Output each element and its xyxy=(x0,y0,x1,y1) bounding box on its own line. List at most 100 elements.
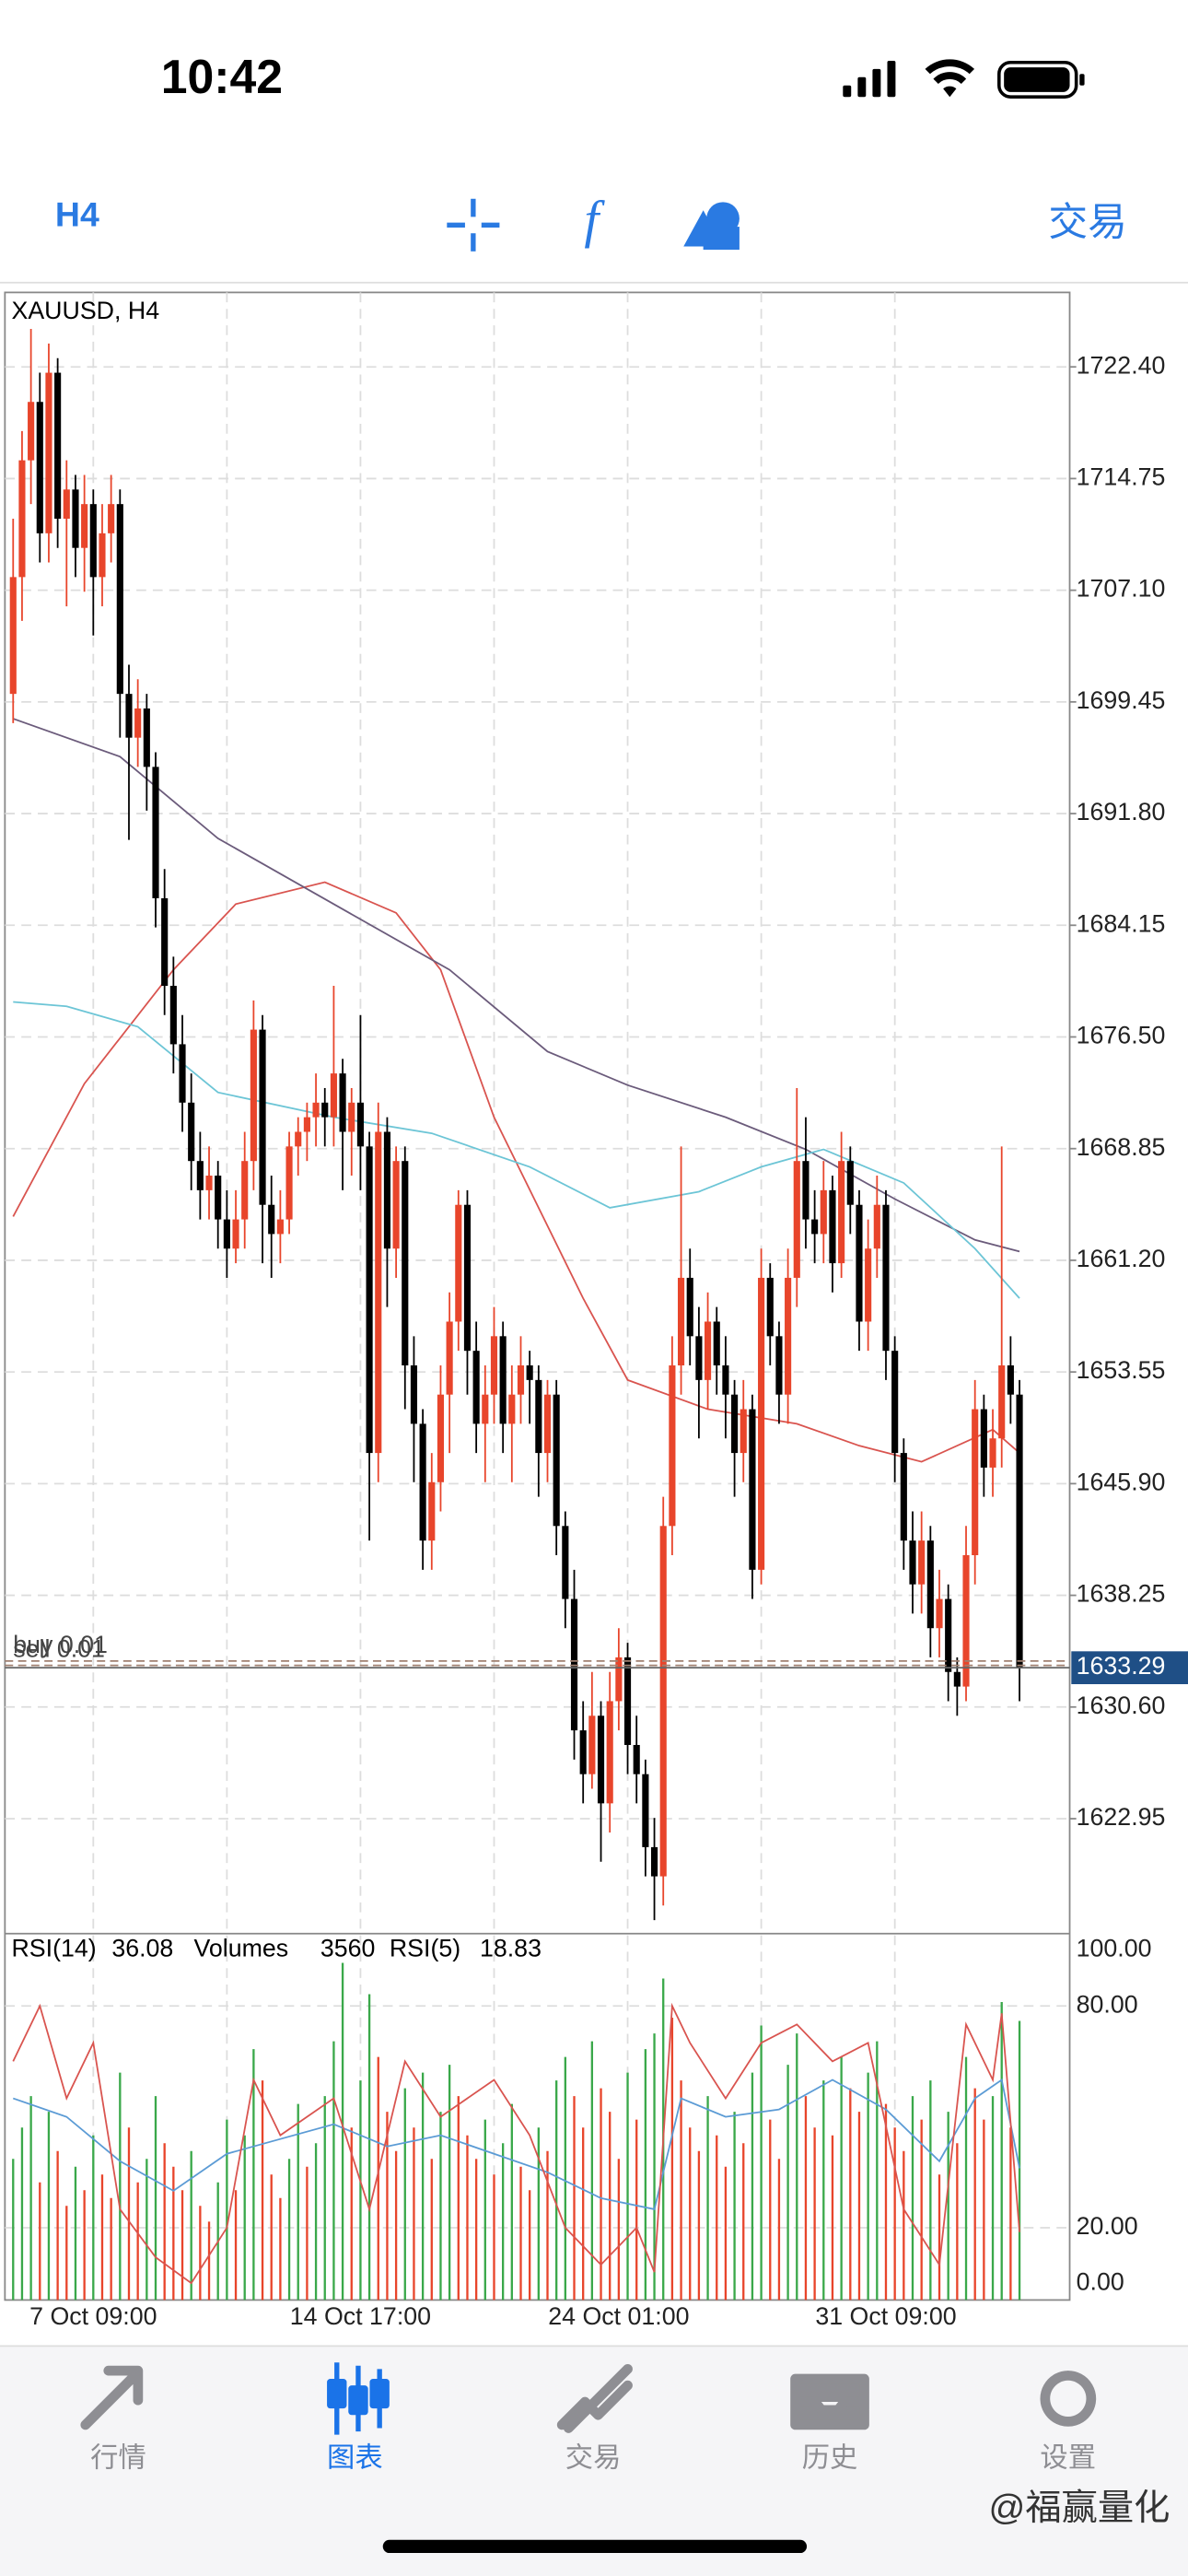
y-tick-label: 1622.95 xyxy=(1077,1803,1166,1831)
candle-body xyxy=(785,1277,792,1395)
candle-body xyxy=(811,1219,819,1235)
indicator-tick-label: 80.00 xyxy=(1077,1990,1138,2018)
tab-icon xyxy=(80,2365,144,2430)
indicator-header: RSI(14) 36.08 Volumes 3560 RSI(5) 18.83 xyxy=(11,1935,541,1962)
crosshair-button[interactable] xyxy=(447,198,500,252)
candle-body xyxy=(526,1365,533,1380)
tab-icon xyxy=(790,2373,869,2430)
candle-body xyxy=(490,1336,498,1395)
candle-body xyxy=(169,986,177,1045)
candle-body xyxy=(463,1204,472,1352)
candle-body xyxy=(722,1365,729,1395)
tab[interactable]: 行情 xyxy=(80,2365,146,2473)
candle-body xyxy=(775,1336,783,1395)
indicator-tick-label: 0.00 xyxy=(1077,2268,1124,2296)
tab[interactable]: 历史 xyxy=(790,2373,869,2473)
candle-body xyxy=(312,1102,320,1118)
candle-body xyxy=(54,372,62,520)
tab-label: 行情 xyxy=(90,2441,146,2473)
candle-body xyxy=(856,1204,863,1322)
indicator-tick-label: 20.00 xyxy=(1077,2212,1138,2240)
candle-body xyxy=(508,1394,516,1424)
candle-body xyxy=(143,708,150,767)
candle-body xyxy=(259,1029,266,1205)
objects-button[interactable] xyxy=(683,202,740,251)
candle-body xyxy=(802,1161,809,1220)
y-tick-label: 1699.45 xyxy=(1077,686,1166,714)
tab-label: 历史 xyxy=(802,2441,858,2473)
indicator-header-text: 18.83 xyxy=(480,1935,542,1962)
tab-icon xyxy=(556,2363,633,2433)
candle-body xyxy=(972,1409,979,1555)
tab[interactable]: 设置 xyxy=(1040,2371,1097,2473)
candle-body xyxy=(28,402,35,461)
candle-body xyxy=(356,1102,364,1147)
moving-average xyxy=(12,881,1020,1463)
candle-body xyxy=(63,489,70,520)
candle-body xyxy=(633,1744,640,1774)
rsi-line xyxy=(12,2078,1020,2210)
candle-body xyxy=(392,1161,400,1249)
timeframe-button[interactable]: H4 xyxy=(55,194,99,233)
candle-body xyxy=(642,1774,649,1847)
tab[interactable]: 交易 xyxy=(556,2363,633,2473)
status-time: 10:42 xyxy=(161,50,283,103)
candle-body xyxy=(926,1540,934,1629)
candle-body xyxy=(900,1453,907,1541)
candle-body xyxy=(116,504,123,695)
candle-body xyxy=(72,489,79,548)
candle-body xyxy=(250,1029,257,1162)
candle-body xyxy=(517,1365,525,1395)
candle-body xyxy=(838,1161,845,1264)
candle-body xyxy=(232,1219,239,1249)
rsi-line xyxy=(12,2002,1020,2285)
candle-body xyxy=(45,372,52,533)
order-label: sell 0.01 xyxy=(13,1635,105,1663)
candle-body xyxy=(623,1657,632,1745)
candle-body xyxy=(820,1189,827,1235)
y-tick-label: 1714.75 xyxy=(1077,463,1166,490)
candle-body xyxy=(758,1277,765,1570)
watermark: @福赢量化 xyxy=(989,2488,1171,2528)
candle-body xyxy=(873,1204,880,1249)
candle-body xyxy=(223,1219,230,1249)
candle-body xyxy=(713,1321,720,1366)
candle-body xyxy=(846,1161,854,1205)
candle-body xyxy=(989,1438,996,1468)
candle-body xyxy=(437,1394,445,1482)
trade-button[interactable]: 交易 xyxy=(1048,201,1127,245)
candle-body xyxy=(891,1351,899,1454)
candle-body xyxy=(276,1219,284,1235)
tab-label: 图表 xyxy=(327,2441,383,2473)
indicator-header-text: RSI(14) xyxy=(11,1935,96,1962)
candle-body xyxy=(615,1657,623,1702)
candle-body xyxy=(936,1598,943,1629)
status-icons xyxy=(843,59,1085,99)
candle-body xyxy=(330,1073,337,1118)
candle-body xyxy=(553,1394,560,1527)
candle-body xyxy=(980,1409,987,1468)
x-tick-label: 24 Oct 01:00 xyxy=(548,2302,689,2330)
candle-body xyxy=(134,708,142,738)
x-tick-label: 31 Oct 09:00 xyxy=(815,2302,956,2330)
candle-body xyxy=(766,1277,774,1337)
candle-body xyxy=(882,1204,890,1352)
tab-icon xyxy=(327,2379,347,2409)
candle-body xyxy=(650,1846,658,1877)
indicator-header-text: RSI(5) xyxy=(390,1935,460,1962)
tab[interactable]: 图表 xyxy=(327,2362,390,2473)
candle-body xyxy=(543,1394,552,1454)
candle-body xyxy=(161,897,169,987)
candle-body xyxy=(410,1365,418,1424)
candle-body xyxy=(740,1409,747,1454)
candle-body xyxy=(339,1073,346,1132)
candle-body xyxy=(348,1102,355,1132)
y-tick-label: 1676.50 xyxy=(1077,1022,1166,1049)
candle-body xyxy=(705,1321,712,1380)
candle-body xyxy=(962,1554,970,1687)
candle-body xyxy=(472,1351,480,1424)
indicator-header-text: 3560 xyxy=(320,1935,376,1962)
candle-body xyxy=(241,1161,249,1220)
candle-body xyxy=(677,1277,685,1366)
